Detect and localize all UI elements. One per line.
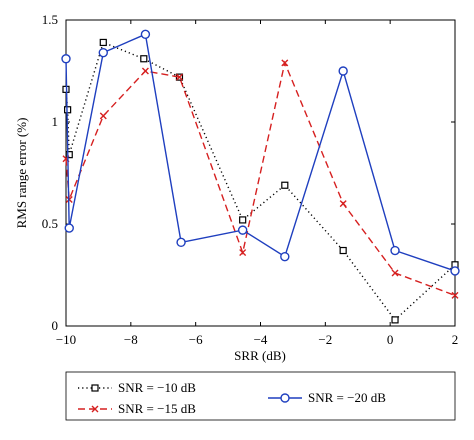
data-point [390, 245, 400, 256]
data-point [281, 181, 289, 189]
data-point [391, 269, 399, 277]
legend-marker [91, 405, 99, 413]
data-point [237, 225, 248, 235]
x-tick-label: −8 [124, 332, 138, 347]
series-line [65, 60, 456, 297]
data-point [175, 73, 183, 81]
data-point [99, 112, 107, 120]
x-tick-label: 2 [452, 332, 459, 347]
y-tick-label: 0.5 [42, 216, 58, 231]
x-tick-label: −2 [318, 332, 332, 347]
y-tick-label: 1 [52, 114, 59, 129]
y-tick-label: 1.5 [42, 12, 58, 27]
x-tick-label: −4 [254, 332, 268, 347]
x-tick-label: −6 [189, 332, 203, 347]
data-point [141, 67, 149, 75]
legend: SNR = −10 dB SNR = −15 dB SNR = −20 dB [78, 380, 386, 416]
legend-label: SNR = −20 dB [308, 390, 386, 405]
data-point [281, 59, 289, 67]
legend-entry: SNR = −10 dB [78, 380, 196, 395]
x-axis-title: SRR (dB) [234, 348, 286, 363]
legend-entry: SNR = −20 dB [268, 390, 386, 405]
data-point [98, 47, 108, 58]
data-point [65, 151, 73, 159]
legend-label: SNR = −15 dB [118, 401, 196, 416]
data-point [239, 249, 247, 257]
data-point [451, 291, 459, 299]
data-point [61, 54, 71, 64]
data-point [176, 237, 186, 248]
legend-label: SNR = −10 dB [118, 380, 196, 395]
legend-marker [280, 393, 290, 403]
data-point [280, 251, 290, 262]
data-point [64, 223, 74, 233]
data-point [391, 316, 399, 324]
data-point [140, 29, 151, 39]
data-point [239, 216, 247, 224]
x-tick-label: −10 [56, 332, 76, 347]
series-layer [61, 29, 460, 324]
x-tick-label: 0 [387, 332, 394, 347]
data-point [338, 66, 348, 76]
series-line [65, 33, 456, 272]
data-point [339, 246, 347, 255]
series-3 [61, 29, 460, 276]
data-point [450, 266, 460, 276]
legend-marker [91, 384, 99, 392]
legend-entry: SNR = −15 dB [78, 401, 196, 416]
y-axis-title: RMS range error (%) [14, 118, 29, 229]
data-point [140, 55, 148, 63]
y-tick-label: 0 [52, 318, 59, 333]
series-1 [62, 38, 459, 324]
data-point [339, 200, 347, 208]
legend-box [65, 371, 456, 421]
axis-ticks: −10 −8 −6 −4 −2 0 2 0 0.5 1 1.5 [42, 12, 459, 347]
data-point [99, 38, 107, 47]
